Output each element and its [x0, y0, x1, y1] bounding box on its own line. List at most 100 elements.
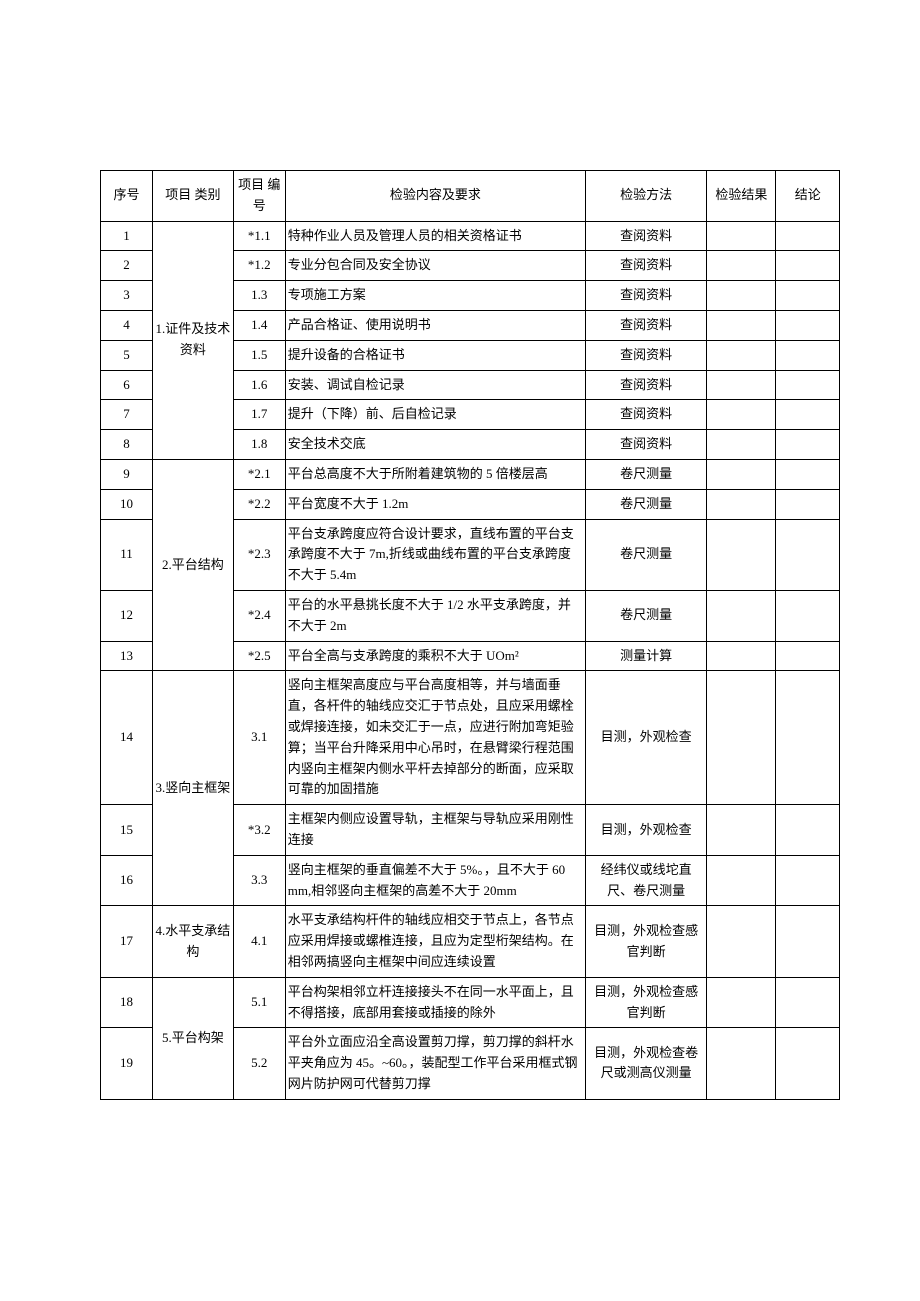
cell-content: 平台外立面应沿全高设置剪刀撑，剪刀撑的斜杆水平夹角应为 45。~60。，装配型工…: [285, 1028, 585, 1099]
cell-seq: 8: [101, 430, 153, 460]
cell-method: 测量计算: [585, 641, 706, 671]
cell-number: 1.3: [233, 281, 285, 311]
inspection-table: 序号 项目 类别 项目 编号 检验内容及要求 检验方法 检验结果 结论 11.证…: [100, 170, 840, 1100]
cell-seq: 1: [101, 221, 153, 251]
cell-result: [707, 855, 776, 906]
cell-content: 专业分包合同及安全协议: [285, 251, 585, 281]
cell-number: *3.2: [233, 805, 285, 856]
cell-content: 竖向主框架高度应与平台高度相等，并与墙面垂直，各杆件的轴线应交汇于节点处，且应采…: [285, 671, 585, 805]
cell-conclusion: [776, 641, 840, 671]
cell-number: 1.5: [233, 340, 285, 370]
header-method: 检验方法: [585, 171, 706, 222]
cell-content: 竖向主框架的垂直偏差不大于 5%。，且不大于 60 mm,相邻竖向主框架的高差不…: [285, 855, 585, 906]
cell-method: 查阅资料: [585, 281, 706, 311]
cell-result: [707, 519, 776, 590]
cell-result: [707, 281, 776, 311]
cell-content: 特种作业人员及管理人员的相关资格证书: [285, 221, 585, 251]
cell-result: [707, 459, 776, 489]
header-conclusion: 结论: [776, 171, 840, 222]
cell-content: 平台支承跨度应符合设计要求，直线布置的平台支承跨度不大于 7m,折线或曲线布置的…: [285, 519, 585, 590]
cell-content: 提升设备的合格证书: [285, 340, 585, 370]
cell-content: 主框架内侧应设置导轨，主框架与导轨应采用刚性连接: [285, 805, 585, 856]
cell-result: [707, 906, 776, 977]
cell-method: 目测，外观检查: [585, 671, 706, 805]
cell-conclusion: [776, 977, 840, 1028]
cell-content: 产品合格证、使用说明书: [285, 310, 585, 340]
cell-number: 1.4: [233, 310, 285, 340]
header-content: 检验内容及要求: [285, 171, 585, 222]
cell-number: 3.3: [233, 855, 285, 906]
cell-seq: 11: [101, 519, 153, 590]
cell-conclusion: [776, 400, 840, 430]
cell-result: [707, 805, 776, 856]
cell-seq: 16: [101, 855, 153, 906]
cell-content: 专项施工方案: [285, 281, 585, 311]
header-result: 检验结果: [707, 171, 776, 222]
cell-content: 平台宽度不大于 1.2m: [285, 489, 585, 519]
cell-conclusion: [776, 310, 840, 340]
cell-number: *2.4: [233, 590, 285, 641]
cell-result: [707, 590, 776, 641]
cell-method: 查阅资料: [585, 251, 706, 281]
header-seq: 序号: [101, 171, 153, 222]
table-row: 92.平台结构*2.1平台总高度不大于所附着建筑物的 5 倍楼层高卷尺测量: [101, 459, 840, 489]
cell-result: [707, 430, 776, 460]
cell-conclusion: [776, 281, 840, 311]
cell-number: 1.7: [233, 400, 285, 430]
cell-seq: 4: [101, 310, 153, 340]
cell-method: 查阅资料: [585, 430, 706, 460]
cell-seq: 12: [101, 590, 153, 641]
cell-conclusion: [776, 805, 840, 856]
cell-result: [707, 370, 776, 400]
cell-seq: 19: [101, 1028, 153, 1099]
cell-result: [707, 1028, 776, 1099]
cell-seq: 6: [101, 370, 153, 400]
cell-conclusion: [776, 221, 840, 251]
cell-conclusion: [776, 671, 840, 805]
table-row: 185.平台构架5.1平台构架相邻立杆连接接头不在同一水平面上，且不得搭接，底部…: [101, 977, 840, 1028]
cell-content: 水平支承结构杆件的轴线应相交于节点上，各节点应采用焊接或螺椎连接，且应为定型桁架…: [285, 906, 585, 977]
cell-number: *2.2: [233, 489, 285, 519]
cell-seq: 17: [101, 906, 153, 977]
cell-result: [707, 671, 776, 805]
cell-number: 1.8: [233, 430, 285, 460]
cell-seq: 2: [101, 251, 153, 281]
cell-method: 查阅资料: [585, 340, 706, 370]
cell-conclusion: [776, 459, 840, 489]
cell-conclusion: [776, 489, 840, 519]
cell-number: *2.3: [233, 519, 285, 590]
cell-category: 5.平台构架: [152, 977, 233, 1099]
cell-number: 5.2: [233, 1028, 285, 1099]
cell-number: *2.1: [233, 459, 285, 489]
cell-result: [707, 310, 776, 340]
cell-result: [707, 400, 776, 430]
cell-conclusion: [776, 1028, 840, 1099]
cell-method: 卷尺测量: [585, 519, 706, 590]
cell-seq: 14: [101, 671, 153, 805]
cell-result: [707, 340, 776, 370]
cell-method: 目测，外观检查: [585, 805, 706, 856]
cell-number: *2.5: [233, 641, 285, 671]
cell-category: 4.水平支承结构: [152, 906, 233, 977]
cell-seq: 3: [101, 281, 153, 311]
cell-content: 安全技术交底: [285, 430, 585, 460]
table-row: 143.竖向主框架3.1竖向主框架高度应与平台高度相等，并与墙面垂直，各杆件的轴…: [101, 671, 840, 805]
table-body: 11.证件及技术资料*1.1特种作业人员及管理人员的相关资格证书查阅资料2*1.…: [101, 221, 840, 1099]
table-row: 11.证件及技术资料*1.1特种作业人员及管理人员的相关资格证书查阅资料: [101, 221, 840, 251]
cell-conclusion: [776, 251, 840, 281]
cell-result: [707, 977, 776, 1028]
cell-conclusion: [776, 430, 840, 460]
cell-category: 1.证件及技术资料: [152, 221, 233, 459]
table-row: 174.水平支承结构4.1水平支承结构杆件的轴线应相交于节点上，各节点应采用焊接…: [101, 906, 840, 977]
cell-content: 平台总高度不大于所附着建筑物的 5 倍楼层高: [285, 459, 585, 489]
cell-result: [707, 489, 776, 519]
cell-method: 查阅资料: [585, 400, 706, 430]
cell-result: [707, 641, 776, 671]
cell-method: 卷尺测量: [585, 459, 706, 489]
cell-method: 目测，外观检查卷尺或测高仪测量: [585, 1028, 706, 1099]
cell-conclusion: [776, 519, 840, 590]
cell-content: 安装、调试自检记录: [285, 370, 585, 400]
header-category: 项目 类别: [152, 171, 233, 222]
cell-seq: 10: [101, 489, 153, 519]
cell-number: 3.1: [233, 671, 285, 805]
